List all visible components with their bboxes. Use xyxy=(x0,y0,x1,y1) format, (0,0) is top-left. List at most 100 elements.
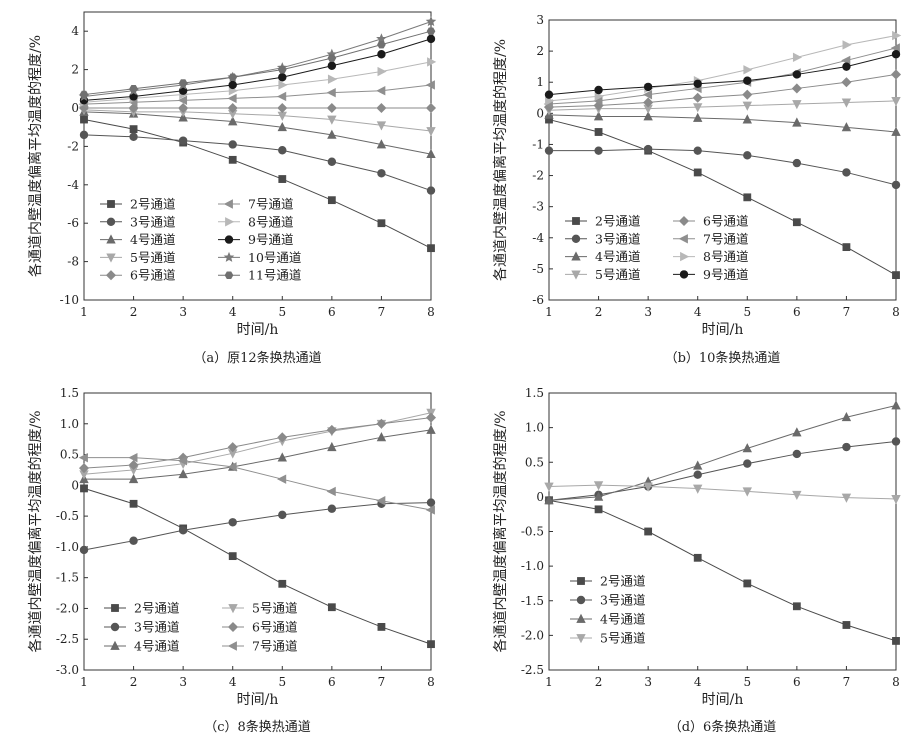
x-axis-label: 时间/h xyxy=(702,692,744,708)
y-tick-label: 1 xyxy=(536,75,544,89)
data-point xyxy=(377,219,386,228)
series-line xyxy=(83,119,432,249)
legend-item: 9号通道 xyxy=(673,267,749,282)
series-line xyxy=(548,499,897,642)
series-line xyxy=(83,61,432,103)
data-point xyxy=(79,90,89,99)
data-point xyxy=(228,73,238,82)
y-tick-label: 0 xyxy=(71,101,79,115)
legend-label: 2号通道 xyxy=(600,574,646,589)
data-point xyxy=(791,83,802,94)
data-point xyxy=(178,526,188,535)
data-point xyxy=(277,102,288,114)
legend-label: 5号通道 xyxy=(252,601,298,616)
data-point xyxy=(327,61,337,70)
y-tick-label: -1.5 xyxy=(56,571,79,585)
legend-marker xyxy=(679,270,689,279)
data-point xyxy=(327,603,336,612)
data-point xyxy=(742,443,752,453)
legend-item: 5号通道 xyxy=(222,601,298,616)
data-point xyxy=(743,151,752,160)
data-point xyxy=(80,484,88,493)
x-tick-label: 1 xyxy=(80,305,88,319)
x-tick-label: 6 xyxy=(793,675,801,689)
data-point xyxy=(693,112,703,122)
panel-caption: （d）6条换热通道 xyxy=(669,719,777,735)
x-tick-label: 2 xyxy=(130,675,138,689)
data-point xyxy=(178,468,188,479)
legend-marker xyxy=(110,640,120,650)
legend-label: 4号通道 xyxy=(130,232,176,247)
data-point xyxy=(376,86,386,96)
series-line xyxy=(549,148,897,186)
data-point xyxy=(227,102,238,114)
series-3 xyxy=(544,109,901,136)
y-tick-label: -3.0 xyxy=(56,663,79,677)
x-tick-label: 6 xyxy=(328,305,336,319)
data-point xyxy=(792,52,803,63)
legend-marker xyxy=(105,270,117,281)
data-point xyxy=(377,50,386,59)
legend-marker xyxy=(571,234,581,244)
plot-frame xyxy=(548,19,897,301)
panel-caption: （b）10条换热通道 xyxy=(665,350,781,366)
y-tick-label: -10 xyxy=(60,293,79,307)
data-point xyxy=(377,40,386,49)
data-point xyxy=(743,579,752,588)
legend-label: 7号通道 xyxy=(252,639,298,654)
data-point xyxy=(425,16,437,27)
data-point xyxy=(743,76,752,85)
legend-label: 8号通道 xyxy=(248,214,294,229)
data-point xyxy=(892,271,900,280)
x-tick-label: 1 xyxy=(80,675,88,689)
data-point xyxy=(327,441,337,452)
data-point xyxy=(277,474,287,484)
y-tick-label: -2.5 xyxy=(521,663,544,677)
data-point xyxy=(128,452,138,463)
data-point xyxy=(594,128,603,136)
chart-panel-1: -10 -8 -6 -4 -2 0 2 4 1 2 3 4 5 6 7 8 时间/h 各通道内壁温度偏离平均温度的… xyxy=(27,11,437,366)
legend-marker xyxy=(224,271,234,279)
data-point xyxy=(891,96,901,107)
data-point xyxy=(841,77,852,88)
data-point xyxy=(643,82,653,92)
data-point xyxy=(426,34,436,44)
legend-item: 8号通道 xyxy=(673,249,749,264)
data-point xyxy=(278,80,288,90)
data-point xyxy=(327,129,337,139)
legend-marker xyxy=(225,217,235,227)
legend-item: 2号通道 xyxy=(565,214,641,229)
series-line xyxy=(548,114,897,133)
y-tick-label: 3 xyxy=(536,13,544,27)
y-tick-label: 4 xyxy=(71,24,79,38)
legend-label: 2号通道 xyxy=(595,214,641,229)
data-point xyxy=(326,87,336,98)
x-tick-label: 8 xyxy=(427,305,435,319)
data-point xyxy=(643,111,653,121)
data-point xyxy=(643,482,653,492)
data-point xyxy=(693,460,703,470)
data-point xyxy=(593,111,604,121)
data-point xyxy=(891,126,901,136)
legend-item: 6号通道 xyxy=(100,268,176,283)
legend-marker xyxy=(224,235,234,244)
y-tick-label: 1.5 xyxy=(60,386,79,400)
x-tick-label: 7 xyxy=(843,675,851,689)
y-tick-label: 0.5 xyxy=(60,448,79,462)
y-tick-label: -1.0 xyxy=(521,559,544,573)
series-2 xyxy=(544,144,901,190)
legend-label: 5号通道 xyxy=(130,250,176,265)
legend-item: 2号通道 xyxy=(100,197,176,212)
data-point xyxy=(891,50,901,59)
x-tick-label: 7 xyxy=(378,675,386,689)
series-line xyxy=(83,134,432,192)
series-line xyxy=(548,440,897,501)
legend-label: 2号通道 xyxy=(134,601,180,616)
x-tick-label: 3 xyxy=(644,305,652,319)
data-point xyxy=(842,168,851,177)
series-line xyxy=(548,119,897,276)
legend-marker xyxy=(106,253,116,263)
data-point xyxy=(327,54,337,62)
legend-label: 7号通道 xyxy=(703,231,749,246)
